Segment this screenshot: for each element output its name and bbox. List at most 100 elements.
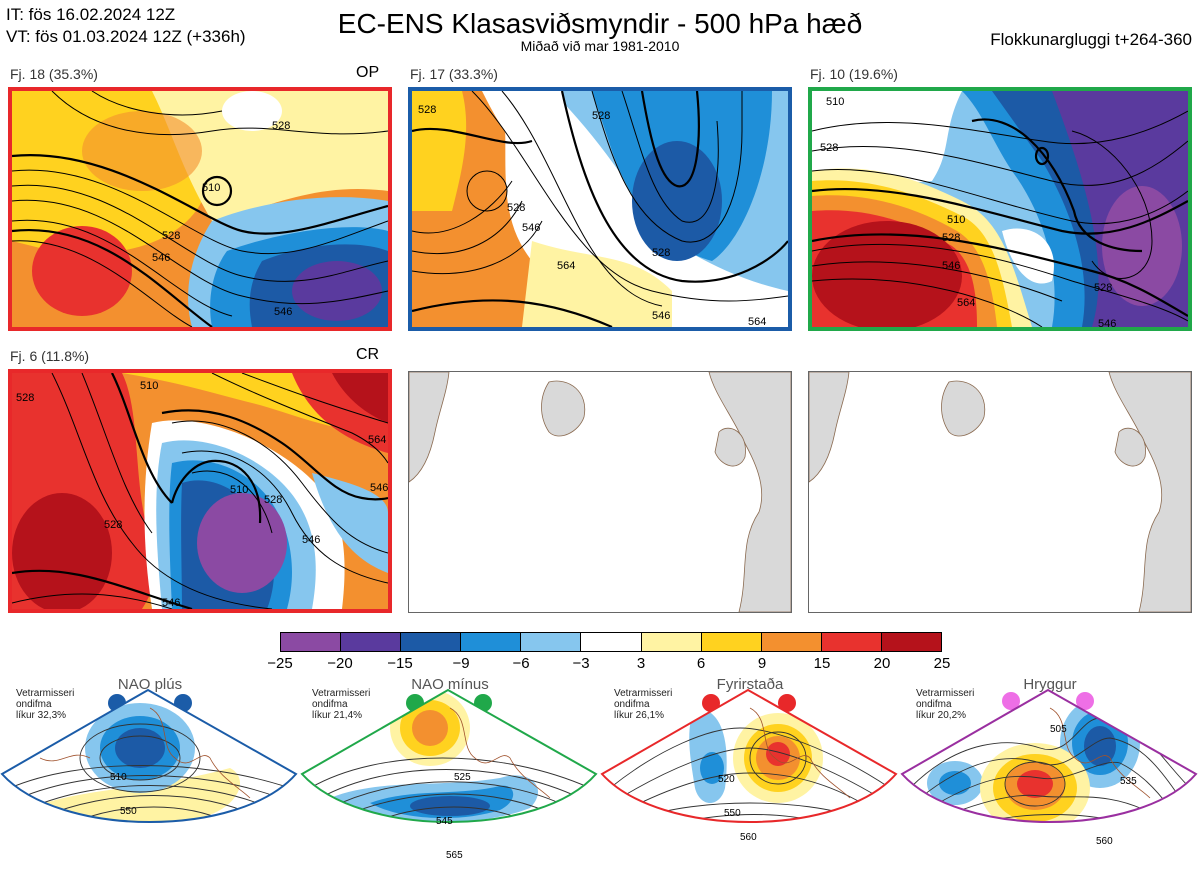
regime-note: Vetrarmisseri ondifma líkur 26,1% — [614, 688, 672, 721]
regime-note-line: Vetrarmisseri — [916, 688, 975, 699]
contour-label: 546 — [942, 260, 960, 272]
regime-note-line: Vetrarmisseri — [312, 688, 371, 699]
regime-note-line: líkur 20,2% — [916, 710, 967, 721]
contour-label: 528 — [652, 247, 670, 259]
colorbar-tick: −20 — [327, 655, 353, 672]
colorbar-tick: 25 — [933, 655, 951, 672]
regime-contour-label: 510 — [110, 772, 127, 783]
regime-map-fyrirstada: 520 550 560 — [600, 688, 898, 843]
contour-label: 564 — [957, 297, 975, 309]
contour-label: 564 — [557, 260, 575, 272]
regime-note-line: ondifma — [312, 699, 348, 710]
page-subtitle: Miðað við mar 1981-2010 — [520, 38, 680, 54]
regime-map-hryggur: 505 535 560 — [900, 688, 1198, 847]
regime-dot — [1076, 692, 1094, 710]
colorbar-swatch — [881, 633, 942, 651]
contour-label: 528 — [272, 120, 290, 132]
contour-label: 510 — [947, 214, 965, 226]
colorbar — [280, 632, 942, 652]
regime-dot — [1002, 692, 1020, 710]
contour-label: 510 — [140, 380, 158, 392]
panel-4-tag: CR — [356, 346, 380, 363]
contour-label: 546 — [1098, 318, 1116, 327]
regime-contour-label: 550 — [724, 808, 741, 819]
colorbar-tick: −15 — [387, 655, 413, 672]
regime-note-line: Vetrarmisseri — [16, 688, 75, 699]
regime-contour-label: 560 — [1096, 836, 1113, 847]
panel-4-label: Fj. 6 (11.8%) — [10, 348, 90, 364]
regime-contour-label: 545 — [436, 816, 453, 827]
contour-label: 528 — [820, 142, 838, 154]
regime-contour-label: 560 — [740, 832, 757, 843]
cluster-map-4: 528 510 528 510 546 546 564 528 546 — [8, 369, 392, 613]
regime-note-line: líkur 21,4% — [312, 710, 363, 721]
contour-label: 528 — [592, 110, 610, 122]
regime-note-line: ondifma — [16, 699, 52, 710]
colorbar-tick: 15 — [813, 655, 831, 672]
colorbar-tick: 3 — [636, 655, 646, 672]
contour-label: 528 — [418, 104, 436, 116]
regime-contour-label: 550 — [120, 806, 137, 817]
regime-note: Vetrarmisseri ondifma líkur 20,2% — [916, 688, 974, 721]
regime-dot — [778, 694, 796, 712]
colorbar-swatch — [641, 633, 702, 651]
panel-3-label: Fj. 10 (19.6%) — [810, 66, 898, 82]
regime-contour-label: 535 — [1120, 776, 1137, 787]
contour-label: 528 — [162, 230, 180, 242]
regime-contour-label: 520 — [718, 774, 735, 785]
panel-2-label: Fj. 17 (33.3%) — [410, 66, 498, 82]
contour-label: 510 — [202, 182, 220, 194]
contour-label: 528 — [16, 392, 34, 404]
colorbar-swatch — [521, 633, 582, 651]
regime-note-line: ondifma — [614, 699, 650, 710]
colorbar-swatch — [821, 633, 882, 651]
regime-note-line: ondifma — [916, 699, 952, 710]
colorbar-tick: −25 — [267, 655, 293, 672]
contour-label: 528 — [104, 519, 122, 531]
contour-label: 546 — [274, 306, 292, 318]
colorbar-swatch — [581, 633, 642, 651]
cluster-map-2: 528 546 528 528 564 546 528 564 — [408, 87, 792, 331]
contour-label: 546 — [162, 597, 180, 609]
regime-contour-label: 525 — [454, 772, 471, 783]
regime-note: Vetrarmisseri ondifma líkur 21,4% — [312, 688, 370, 721]
header-info: IT: fös 16.02.2024 12Z VT: fös 01.03.202… — [6, 4, 246, 48]
vt-line: VT: fös 01.03.2024 12Z (+336h) — [6, 27, 246, 46]
contour-label: 528 — [1094, 282, 1112, 294]
contour-label: 528 — [264, 494, 282, 506]
contour-label: 510 — [826, 96, 844, 108]
page-title: EC-ENS Klasasviðsmyndir - 500 hPa hæð — [337, 8, 863, 39]
contour-label: 564 — [368, 434, 386, 446]
colorbar-tick: 20 — [873, 655, 891, 672]
regime-dot — [702, 694, 720, 712]
empty-map-1 — [408, 371, 792, 613]
contour-label: 510 — [230, 484, 248, 496]
classification-window: Flokkunargluggi t+264-360 — [990, 30, 1192, 49]
contour-label: 528 — [507, 202, 525, 214]
colorbar-tick: 6 — [696, 655, 706, 672]
cluster-map-1: 528 510 546 528 546 — [8, 87, 392, 331]
regime-note-line: líkur 26,1% — [614, 710, 665, 721]
contour-label: 546 — [652, 310, 670, 322]
colorbar-swatch — [401, 633, 462, 651]
colorbar-tick: −3 — [572, 655, 590, 672]
regime-title: Hryggur — [1023, 676, 1077, 693]
colorbar-swatch — [701, 633, 762, 651]
colorbar-swatch — [341, 633, 402, 651]
colorbar-tick: 9 — [757, 655, 767, 672]
empty-map-2 — [808, 371, 1192, 613]
cluster-map-3: 510 528 510 528 546 564 528 546 — [808, 87, 1192, 331]
colorbar-tick: −6 — [512, 655, 530, 672]
regime-map-nao-minus: 525 545 565 — [300, 688, 598, 861]
panel-1-tag: OP — [356, 64, 380, 81]
colorbar-swatch — [281, 633, 342, 651]
contour-label: 528 — [942, 232, 960, 244]
contour-label: 546 — [152, 252, 170, 264]
regime-note-line: Vetrarmisseri — [614, 688, 673, 699]
it-line: IT: fös 16.02.2024 12Z — [6, 5, 176, 24]
regime-note: Vetrarmisseri ondifma líkur 32,3% — [16, 688, 74, 721]
regime-contour-label: 505 — [1050, 724, 1067, 735]
colorbar-tick: −9 — [452, 655, 470, 672]
contour-label: 546 — [522, 222, 540, 234]
colorbar-swatch — [461, 633, 522, 651]
